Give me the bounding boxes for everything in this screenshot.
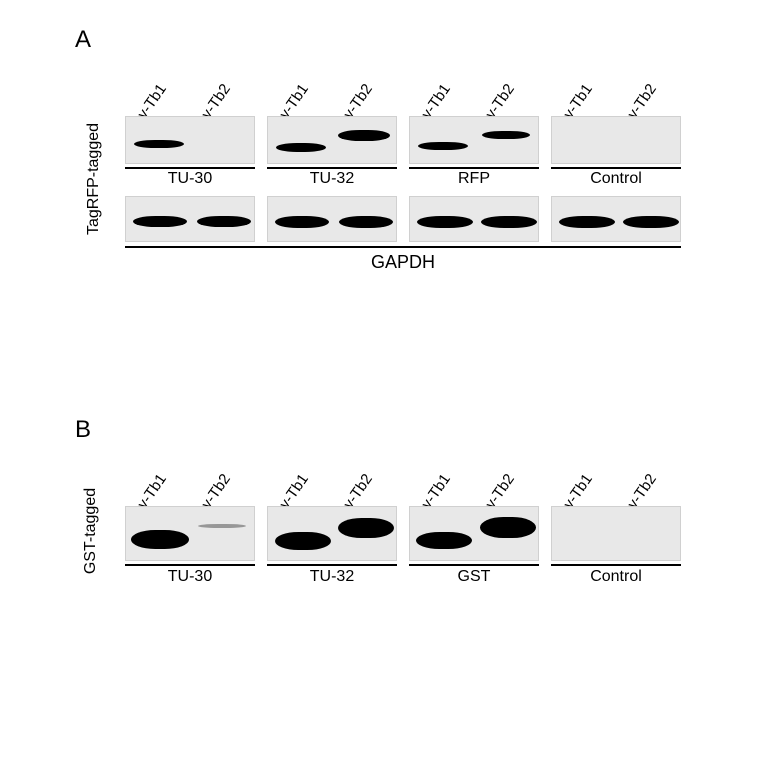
panel-b-label: B (75, 416, 91, 444)
band (339, 216, 393, 228)
blot-box (551, 506, 681, 561)
underline (125, 246, 681, 248)
band (481, 216, 537, 228)
band (418, 142, 468, 150)
panel-a-label: A (75, 26, 91, 54)
band (623, 216, 679, 228)
underline (267, 564, 397, 566)
band (275, 532, 331, 550)
underline (551, 564, 681, 566)
underline (409, 564, 539, 566)
band (134, 140, 184, 148)
condition-label: TU-32 (267, 170, 397, 188)
band (559, 216, 615, 228)
blot-box (551, 116, 681, 164)
band (338, 130, 390, 141)
condition-label: Control (551, 568, 681, 586)
underline (125, 167, 255, 169)
band (482, 131, 530, 139)
band (131, 530, 189, 549)
band (197, 216, 251, 227)
band (480, 517, 536, 538)
band (133, 216, 187, 227)
condition-label: TU-32 (267, 568, 397, 586)
panel-a-y-label: TagRFP-tagged (85, 123, 103, 235)
band (276, 143, 326, 152)
band (416, 532, 472, 549)
underline (551, 167, 681, 169)
panel-b-y-label: GST-tagged (82, 488, 100, 574)
loading-control-label: GAPDH (125, 252, 681, 273)
band (275, 216, 329, 228)
band-faint (198, 524, 246, 528)
condition-label: RFP (409, 170, 539, 188)
condition-label: TU-30 (125, 568, 255, 586)
band (338, 518, 394, 538)
underline (267, 167, 397, 169)
underline (409, 167, 539, 169)
condition-label: GST (409, 568, 539, 586)
blot-box (409, 116, 539, 164)
band (417, 216, 473, 228)
underline (125, 564, 255, 566)
condition-label: TU-30 (125, 170, 255, 188)
condition-label: Control (551, 170, 681, 188)
